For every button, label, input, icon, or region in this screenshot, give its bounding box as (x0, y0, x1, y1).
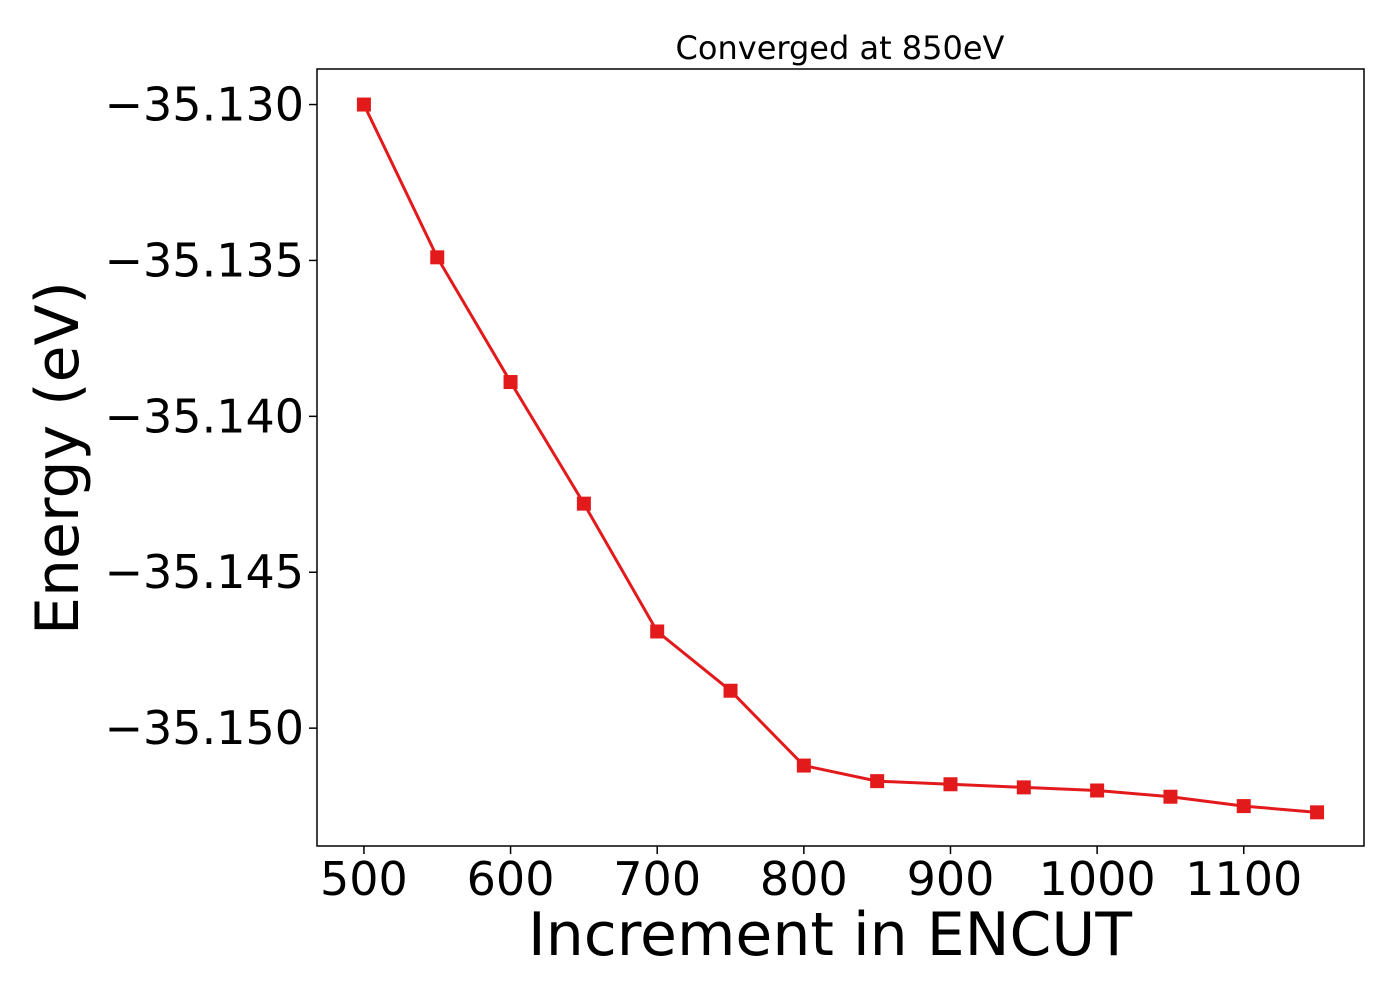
y-axis: −35.130 −35.135 −35.140 −35.145 −35.150 (105, 78, 317, 755)
y-tick-label: −35.135 (105, 233, 305, 287)
data-point-marker (1236, 799, 1251, 814)
y-axis-label: Energy (eV) (23, 281, 93, 635)
x-tick-label: 1000 (1039, 852, 1156, 906)
data-point-marker (723, 683, 738, 698)
plot-frame (316, 68, 1365, 847)
x-tick-label: 900 (907, 852, 995, 906)
y-tick-label: −35.145 (105, 545, 305, 599)
data-point-marker (650, 624, 665, 639)
data-point-marker (1310, 805, 1325, 820)
plot-area (356, 97, 1325, 820)
data-point-marker (870, 774, 885, 789)
data-point-marker (1163, 789, 1178, 804)
data-point-marker (796, 758, 811, 773)
y-tick-label: −35.140 (105, 389, 305, 443)
data-point-marker (430, 250, 445, 265)
data-point-marker (356, 97, 371, 112)
data-point-marker (1090, 783, 1105, 798)
data-point-marker (943, 777, 958, 792)
y-tick-label: −35.150 (105, 701, 305, 755)
x-tick-label: 1100 (1185, 852, 1302, 906)
x-axis: 500 600 700 800 900 1000 1100 (320, 846, 1302, 906)
chart-title: Converged at 850eV (676, 29, 1005, 67)
series-line (362, 103, 1318, 814)
x-tick-label: 800 (760, 852, 848, 906)
x-tick-label: 700 (613, 852, 701, 906)
x-tick-label: 600 (467, 852, 555, 906)
data-point-marker (576, 496, 591, 511)
x-tick-label: 500 (320, 852, 408, 906)
x-axis-label: Increment in ENCUT (528, 900, 1132, 970)
y-tick-label: −35.130 (105, 78, 305, 132)
data-point-marker (503, 375, 518, 390)
data-point-marker (1016, 780, 1031, 795)
